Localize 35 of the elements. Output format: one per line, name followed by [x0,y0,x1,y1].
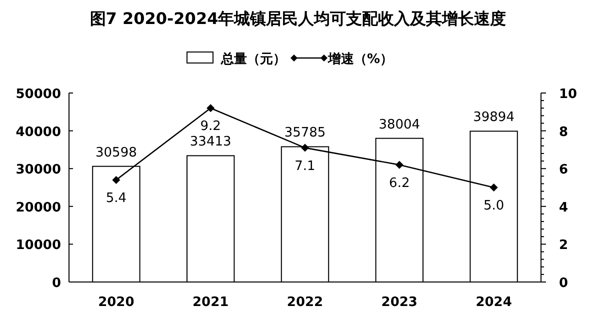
y-tick-label: 20000 [16,200,61,216]
data-label: 5.0 [483,198,504,214]
data-label: 38004 [378,117,420,132]
y2-tick-label: 10 [559,87,578,102]
y2-tick-label: 2 [559,238,568,254]
point [206,104,215,112]
y-tick-label: 50000 [16,87,61,102]
x-tick-label: 2022 [286,295,324,310]
data-label: 33413 [190,134,232,150]
x-tick-label: 2023 [381,295,418,310]
y-tick-label: 40000 [16,124,61,140]
x-tick-label: 2020 [98,295,134,310]
point [112,176,120,184]
x-tick-label: 2024 [476,295,512,310]
chart-title: 图7 2020-2024年城镇居民人均可支配收入及其增长速度 [90,9,506,28]
y-tick-label: 10000 [16,238,61,254]
y2-tick-label: 6 [559,162,568,178]
x-tick-label: 2021 [192,295,229,310]
legend-label: 总量（元） [220,51,286,67]
data-label: 5.4 [106,190,127,206]
data-label: 39894 [473,110,514,126]
y2-tick-label: 0 [559,276,568,291]
data-label: 30598 [96,145,137,160]
data-label: 6.2 [389,176,410,191]
point [301,144,309,152]
data-label: 35785 [284,126,326,141]
y-tick-label: 0 [52,276,61,291]
point [490,184,498,192]
y2-tick-label: 4 [559,200,568,216]
y2-tick-label: 8 [559,124,568,140]
y-tick-label: 30000 [16,162,61,178]
legend-label: 增速（%） [327,52,394,67]
point [395,160,404,169]
data-label: 7.1 [294,158,316,174]
data-label: 9.2 [200,119,221,134]
